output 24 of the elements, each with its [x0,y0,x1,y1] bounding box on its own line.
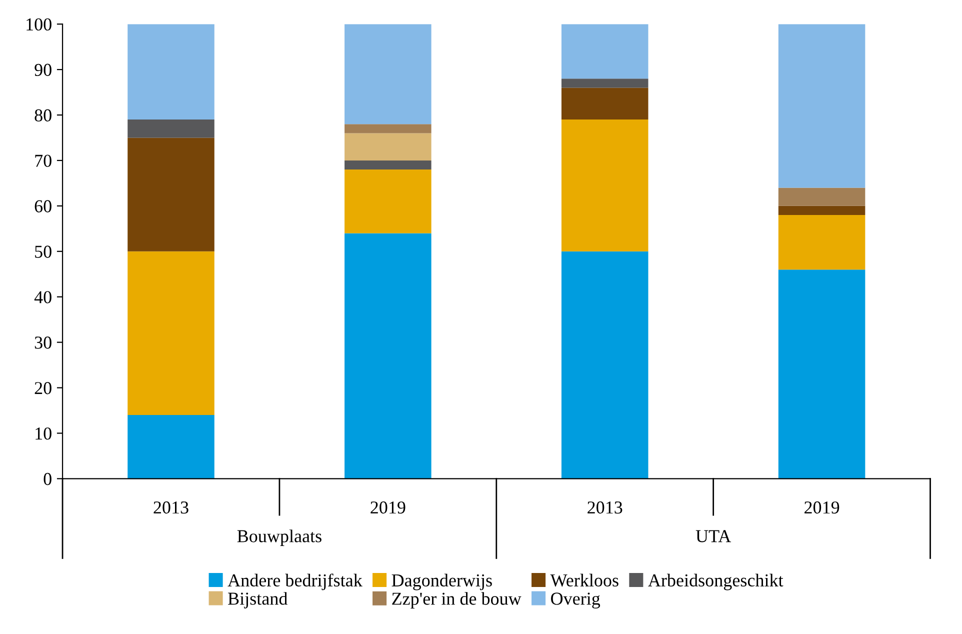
y-tick-label: 70 [35,154,52,167]
legend-label: Overig [551,592,600,608]
legend-label: Bijstand [228,592,288,608]
x-tick-label: 2019 [370,501,406,514]
text: UTA [696,530,732,542]
legend-label: Andere bedrijfstak [228,574,362,590]
x-tick-label: 2019 [804,501,840,514]
y-tick-label: 100 [26,18,52,31]
legend-label: Zzp'er in de bouw [392,592,522,608]
y-tick-label: 40 [34,291,52,304]
legend-label: Dagonderwijs [392,574,492,590]
legend-label: Werkloos [550,574,618,587]
x-tick-label: 2013 [154,501,188,514]
y-tick-label: 0 [44,472,52,486]
x-tick-label: 2013 [588,501,622,514]
y-tick-label: 60 [34,200,52,212]
y-tick-label: 80 [34,109,52,122]
text: Bouwplaats [237,530,322,546]
y-tick-label: 20 [34,382,52,394]
y-tick-label: 50 [35,246,52,258]
y-tick-label: 90 [34,64,52,76]
y-tick-label: 10 [36,427,52,440]
y-tick-label: 30 [34,336,52,349]
legend-label: Arbeidsongeschikt [648,574,784,590]
